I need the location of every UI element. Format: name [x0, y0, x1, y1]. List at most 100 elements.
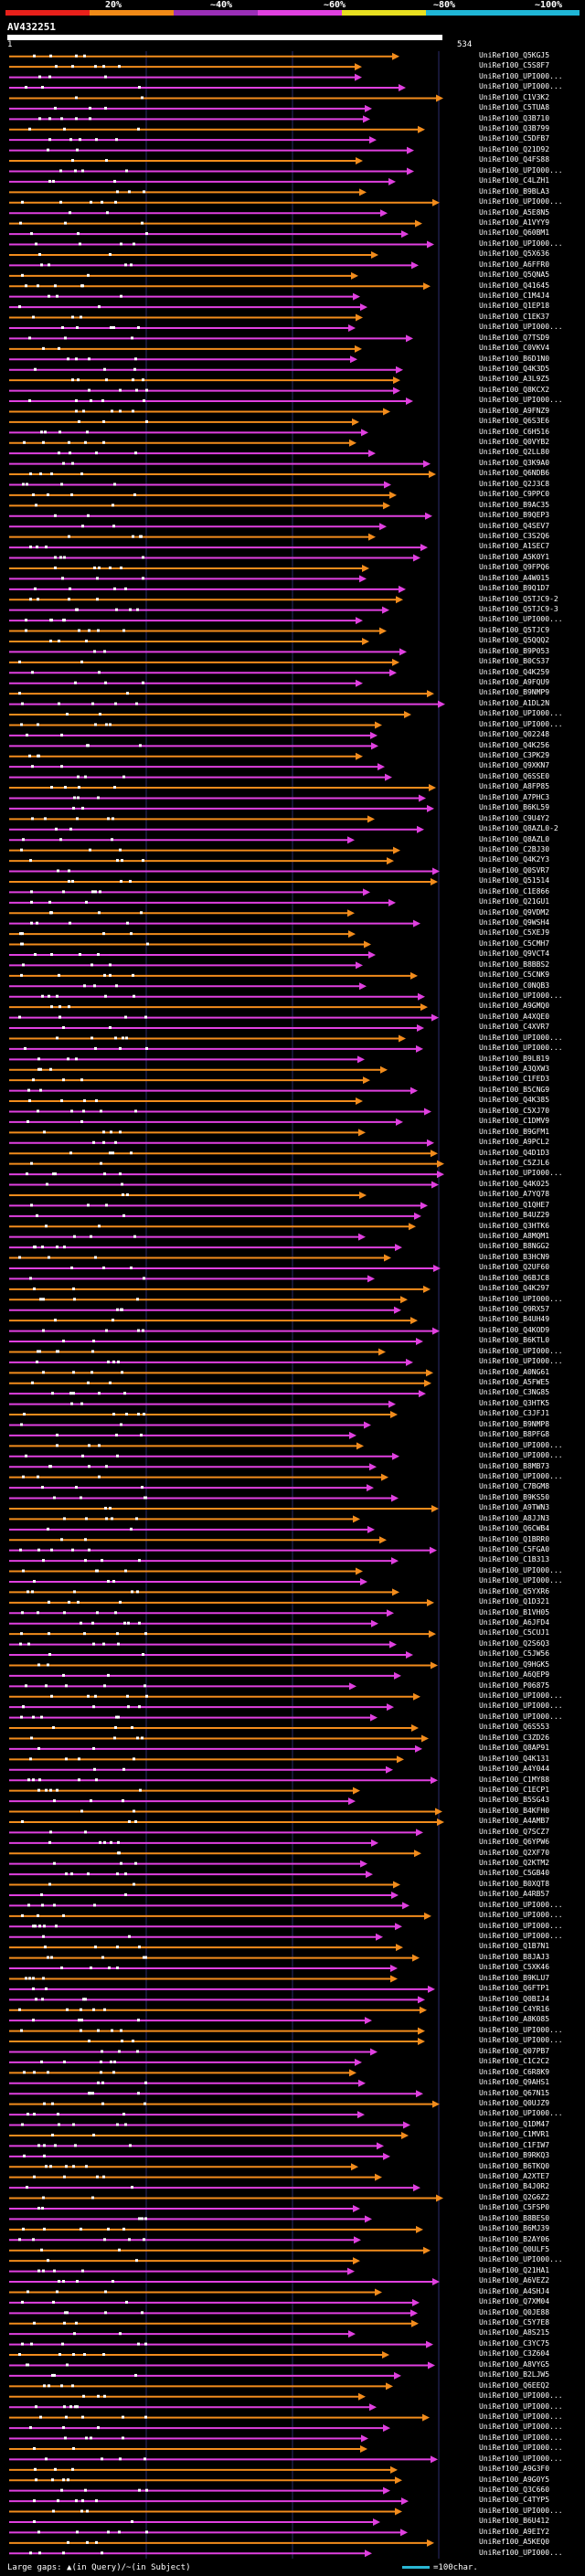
- hit-label[interactable]: UniRef100_Q7SCZ7: [479, 1827, 550, 1836]
- hit-label[interactable]: UniRef100_UPI000...: [479, 239, 563, 248]
- hit-row[interactable]: [9, 606, 389, 614]
- hit-row[interactable]: [9, 1296, 408, 1304]
- hit-label[interactable]: UniRef100_UPI000...: [479, 1440, 563, 1449]
- hit-label[interactable]: UniRef100_C1EK37: [479, 312, 550, 321]
- hit-label[interactable]: UniRef100_Q0UJZ9: [479, 2098, 550, 2107]
- hit-row[interactable]: [9, 752, 363, 760]
- hit-label[interactable]: UniRef100_C1B313: [479, 1555, 550, 1564]
- hit-label[interactable]: UniRef100_B2LJW5: [479, 2370, 550, 2380]
- hit-label[interactable]: UniRef100_Q8AP91: [479, 1744, 550, 1753]
- hit-row[interactable]: [9, 209, 388, 217]
- hit-row[interactable]: [9, 1713, 378, 1722]
- hit-row[interactable]: [9, 1744, 422, 1753]
- hit-label[interactable]: UniRef100_Q4K259: [479, 667, 550, 676]
- hit-label[interactable]: UniRef100_B5CNG9: [479, 1085, 550, 1094]
- hit-label[interactable]: UniRef100_C9PPC0: [479, 490, 550, 499]
- hit-label[interactable]: UniRef100_C1MVR1: [479, 2130, 550, 2139]
- hit-row[interactable]: [9, 450, 376, 458]
- hit-row[interactable]: [9, 804, 434, 812]
- hit-row[interactable]: [9, 2507, 402, 2516]
- hit-row[interactable]: [9, 2173, 382, 2181]
- hit-row[interactable]: [9, 481, 391, 489]
- hit-row[interactable]: [9, 323, 356, 332]
- hit-label[interactable]: UniRef100_Q0JE88: [479, 2307, 550, 2316]
- hit-label[interactable]: UniRef100_UPI000...: [479, 2506, 563, 2515]
- hit-row[interactable]: [9, 2236, 361, 2244]
- hit-label[interactable]: UniRef100_UPI000...: [479, 1471, 563, 1480]
- hit-label[interactable]: UniRef100_Q9AHS1: [479, 2078, 550, 2087]
- hit-label[interactable]: UniRef100_C6H516: [479, 427, 550, 436]
- hit-label[interactable]: UniRef100_UPI000...: [479, 2109, 563, 2118]
- hit-label[interactable]: UniRef100_Q21D92: [479, 144, 550, 154]
- hit-label[interactable]: UniRef100_Q4K025: [479, 1179, 550, 1188]
- hit-label[interactable]: UniRef100_C0VKV4: [479, 344, 550, 353]
- hit-label[interactable]: UniRef100_A9G0Y5: [479, 2475, 550, 2484]
- hit-row[interactable]: [9, 1494, 399, 1502]
- hit-label[interactable]: UniRef100_C5JW56: [479, 1649, 550, 1659]
- hit-label[interactable]: UniRef100_A4RB57: [479, 1890, 550, 1899]
- hit-row[interactable]: [9, 1734, 429, 1743]
- hit-label[interactable]: UniRef100_A8MQM1: [479, 1231, 550, 1240]
- hit-row[interactable]: [9, 877, 438, 885]
- hit-row[interactable]: [9, 742, 378, 750]
- hit-label[interactable]: UniRef100_A9GMQ0: [479, 1002, 550, 1011]
- hit-row[interactable]: [9, 1933, 383, 1941]
- hit-row[interactable]: [9, 2528, 408, 2537]
- hit-row[interactable]: [9, 2518, 380, 2526]
- hit-row[interactable]: [9, 1160, 444, 1168]
- hit-label[interactable]: UniRef100_UPI000...: [479, 2454, 563, 2463]
- hit-row[interactable]: [9, 167, 414, 175]
- hit-label[interactable]: UniRef100_B6KL59: [479, 803, 550, 812]
- hit-label[interactable]: UniRef100_C5DFB7: [479, 134, 550, 143]
- hit-label[interactable]: UniRef100_UPI000...: [479, 1169, 563, 1178]
- hit-row[interactable]: [9, 2371, 401, 2380]
- hit-label[interactable]: UniRef100_C5CMH7: [479, 938, 550, 948]
- hit-row[interactable]: [9, 1682, 356, 1691]
- hit-row[interactable]: [9, 1264, 441, 1272]
- hit-row[interactable]: [9, 1871, 373, 1879]
- hit-label[interactable]: UniRef100_A6JFD4: [479, 1618, 550, 1627]
- hit-label[interactable]: UniRef100_Q9XKN7: [479, 761, 550, 770]
- hit-row[interactable]: [9, 2225, 423, 2233]
- hit-row[interactable]: [9, 1944, 403, 1952]
- hit-label[interactable]: UniRef100_C1FED3: [479, 1075, 550, 1084]
- hit-row[interactable]: [9, 992, 425, 1001]
- hit-label[interactable]: UniRef100_UPI000...: [479, 1033, 563, 1042]
- hit-row[interactable]: [9, 1536, 387, 1544]
- hit-label[interactable]: UniRef100_C5XEJ9: [479, 928, 550, 938]
- hit-row[interactable]: [9, 1369, 433, 1377]
- hit-label[interactable]: UniRef100_UPI000...: [479, 1294, 563, 1303]
- hit-label[interactable]: UniRef100_B6U412: [479, 2517, 550, 2526]
- hit-row[interactable]: [9, 2215, 372, 2223]
- hit-row[interactable]: [9, 1515, 360, 1523]
- hit-label[interactable]: UniRef100_Q51514: [479, 876, 550, 885]
- hit-label[interactable]: UniRef100_B9NMP8: [479, 1419, 550, 1428]
- hit-label[interactable]: UniRef100_Q1BRR0: [479, 1534, 550, 1543]
- hit-row[interactable]: [9, 648, 407, 656]
- hit-row[interactable]: [9, 303, 367, 312]
- hit-row[interactable]: [9, 1379, 431, 1387]
- hit-label[interactable]: UniRef100_A9FNZ9: [479, 406, 550, 415]
- hit-row[interactable]: [9, 658, 399, 666]
- hit-label[interactable]: UniRef100_A7PHC3: [479, 792, 550, 801]
- hit-label[interactable]: UniRef100_UPI000...: [479, 1932, 563, 1940]
- hit-row[interactable]: [9, 2549, 372, 2558]
- hit-label[interactable]: UniRef100_Q6S553: [479, 1723, 550, 1732]
- hit-row[interactable]: [9, 2309, 418, 2317]
- hit-label[interactable]: UniRef100_Q6CWB4: [479, 1524, 550, 1533]
- hit-row[interactable]: [9, 1181, 439, 1189]
- hit-row[interactable]: [9, 867, 440, 875]
- hit-row[interactable]: [9, 637, 369, 645]
- hit-label[interactable]: UniRef100_Q6S3E6: [479, 417, 550, 426]
- hit-label[interactable]: UniRef100_C7BGM8: [479, 1482, 550, 1491]
- hit-label[interactable]: UniRef100_C5CUJ1: [479, 1628, 550, 1638]
- hit-row[interactable]: [9, 1546, 437, 1554]
- hit-label[interactable]: UniRef100_A5K0Y1: [479, 552, 550, 561]
- hit-label[interactable]: UniRef100_B8JAJ3: [479, 1952, 550, 1961]
- hit-label[interactable]: UniRef100_B6MJ39: [479, 2224, 550, 2233]
- hit-label[interactable]: UniRef100_Q3HTK5: [479, 1398, 550, 1407]
- hit-row[interactable]: [9, 1244, 402, 1252]
- hit-row[interactable]: [9, 1850, 421, 1858]
- hit-row[interactable]: [9, 230, 409, 239]
- hit-row[interactable]: [9, 271, 358, 280]
